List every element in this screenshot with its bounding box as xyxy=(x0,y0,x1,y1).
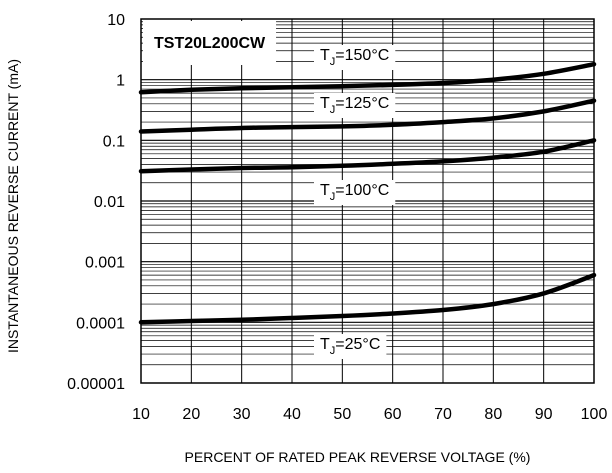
x-tick-label: 10 xyxy=(132,406,150,423)
chart-title: TST20L200CW xyxy=(154,35,266,52)
series-line-1 xyxy=(138,61,597,95)
series-line-4 xyxy=(138,272,597,325)
y-tick-label: 1 xyxy=(116,73,125,90)
y-tick-label: 0.0001 xyxy=(76,315,125,332)
y-tick-label: 10 xyxy=(107,12,125,29)
y-axis-label: INSTANTANEOUS REVERSE CURRENT (mA) xyxy=(5,59,21,353)
x-tick-label: 70 xyxy=(434,406,452,423)
label-background xyxy=(314,45,396,70)
temperature-label-text: TJ=25°C xyxy=(320,336,380,357)
x-tick-label: 50 xyxy=(333,406,351,423)
temperature-label: TJ=125°C xyxy=(314,93,396,118)
chart-title-background xyxy=(143,21,277,65)
temperature-label-text: TJ=100°C xyxy=(320,182,389,203)
y-tick-labels: 10 1 0.1 0.01 0.001 0.0001 0.00001 xyxy=(67,12,125,393)
x-tick-label: 30 xyxy=(233,406,251,423)
label-background xyxy=(314,93,396,118)
y-tick-label: 0.1 xyxy=(103,133,125,150)
plot-frame xyxy=(140,18,595,384)
x-tick-label: 60 xyxy=(384,406,402,423)
series-group xyxy=(138,61,597,325)
series-line-3 xyxy=(138,138,597,174)
temperature-label-text: TJ=150°C xyxy=(320,47,389,68)
x-tick-label: 20 xyxy=(182,406,200,423)
temperature-label: TJ=25°C xyxy=(314,334,387,359)
x-tick-label: 90 xyxy=(535,406,553,423)
chart-title-box: TST20L200CW xyxy=(143,21,277,65)
x-tick-label: 100 xyxy=(581,406,608,423)
temperature-label: TJ=100°C xyxy=(314,180,396,205)
annotations: TJ=150°C TJ=125°C TJ=100°C TJ=25°C xyxy=(314,45,396,359)
label-background xyxy=(314,334,387,359)
x-tick-label: 40 xyxy=(283,406,301,423)
series-line-2 xyxy=(138,98,597,134)
x-tick-labels: 10 20 30 40 50 60 70 80 90 100 xyxy=(132,406,607,423)
temperature-label: TJ=150°C xyxy=(314,45,396,70)
y-tick-label: 0.001 xyxy=(85,255,125,272)
x-axis-label: PERCENT OF RATED PEAK REVERSE VOLTAGE (%… xyxy=(185,449,531,465)
temperature-label-text: TJ=125°C xyxy=(320,95,389,116)
x-tick-label: 80 xyxy=(484,406,502,423)
y-tick-label: 0.00001 xyxy=(67,376,125,393)
label-background xyxy=(314,180,396,205)
y-tick-label: 0.01 xyxy=(94,194,125,211)
